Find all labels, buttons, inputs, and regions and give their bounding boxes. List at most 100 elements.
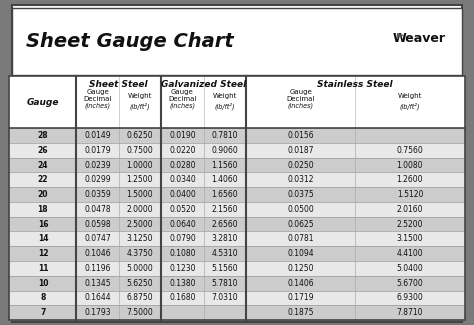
Bar — [9, 158, 465, 172]
Text: 7.0310: 7.0310 — [211, 293, 238, 303]
Bar — [9, 217, 465, 231]
Text: 1.1560: 1.1560 — [212, 161, 238, 170]
Text: 0.1793: 0.1793 — [84, 308, 111, 317]
Text: 0.0375: 0.0375 — [287, 190, 314, 199]
Text: 0.0500: 0.0500 — [287, 205, 314, 214]
Text: 22: 22 — [37, 175, 48, 184]
Text: Gauge
Decimal: Gauge Decimal — [83, 89, 112, 102]
Text: 2.5000: 2.5000 — [127, 220, 153, 228]
Text: 5.7810: 5.7810 — [212, 279, 238, 288]
Text: 0.1046: 0.1046 — [84, 249, 111, 258]
Text: 6.8750: 6.8750 — [127, 293, 153, 303]
Text: 0.0625: 0.0625 — [287, 220, 314, 228]
Text: 0.7500: 0.7500 — [127, 146, 153, 155]
Text: 2.0000: 2.0000 — [127, 205, 153, 214]
Text: Weight: Weight — [213, 93, 237, 98]
Text: 0.0190: 0.0190 — [169, 131, 196, 140]
Text: 0.9060: 0.9060 — [211, 146, 238, 155]
Text: 0.1230: 0.1230 — [169, 264, 196, 273]
Text: 2.6560: 2.6560 — [211, 220, 238, 228]
Text: 26: 26 — [37, 146, 48, 155]
Text: 0.1380: 0.1380 — [169, 279, 196, 288]
Text: Gauge: Gauge — [27, 98, 59, 107]
Text: 0.0478: 0.0478 — [84, 205, 111, 214]
Text: (lb/ft²): (lb/ft²) — [129, 102, 150, 110]
Text: 0.0156: 0.0156 — [287, 131, 314, 140]
Text: 3.1500: 3.1500 — [397, 234, 423, 243]
Text: 0.1345: 0.1345 — [84, 279, 111, 288]
Text: 0.7810: 0.7810 — [212, 131, 238, 140]
Text: 2.1560: 2.1560 — [212, 205, 238, 214]
Text: 0.1094: 0.1094 — [287, 249, 314, 258]
Text: 1.2600: 1.2600 — [397, 175, 423, 184]
Text: 3.1250: 3.1250 — [127, 234, 153, 243]
Text: 5.1560: 5.1560 — [211, 264, 238, 273]
Text: 4.5310: 4.5310 — [211, 249, 238, 258]
Bar — [9, 76, 465, 320]
Text: 0.0790: 0.0790 — [169, 234, 196, 243]
Text: 7: 7 — [40, 308, 46, 317]
Text: Weight: Weight — [128, 93, 152, 98]
Bar — [12, 8, 462, 75]
Text: Weight: Weight — [398, 93, 422, 98]
Text: Weaver: Weaver — [392, 32, 446, 45]
Text: 0.0312: 0.0312 — [287, 175, 314, 184]
Text: 0.0280: 0.0280 — [169, 161, 196, 170]
Text: 0.0250: 0.0250 — [287, 161, 314, 170]
Text: 16: 16 — [37, 220, 48, 228]
Bar — [9, 187, 465, 202]
Text: 0.1644: 0.1644 — [84, 293, 111, 303]
Text: 1.0000: 1.0000 — [127, 161, 153, 170]
Bar — [9, 76, 465, 128]
Text: 0.0179: 0.0179 — [84, 146, 111, 155]
Text: ►: ► — [397, 29, 404, 39]
Text: 0.0640: 0.0640 — [169, 220, 196, 228]
Text: 11: 11 — [37, 264, 48, 273]
Text: 7.8710: 7.8710 — [397, 308, 423, 317]
Text: 0.0187: 0.0187 — [287, 146, 314, 155]
Text: 0.0149: 0.0149 — [84, 131, 111, 140]
Text: 10: 10 — [37, 279, 48, 288]
Bar — [9, 128, 465, 143]
Text: 8: 8 — [40, 293, 46, 303]
Text: Gauge
Decimal: Gauge Decimal — [286, 89, 315, 102]
Bar — [9, 172, 465, 187]
Text: 12: 12 — [37, 249, 48, 258]
Text: 0.0220: 0.0220 — [169, 146, 196, 155]
Text: (inches): (inches) — [288, 103, 314, 109]
Text: 0.1719: 0.1719 — [287, 293, 314, 303]
Text: 0.0520: 0.0520 — [169, 205, 196, 214]
Text: 0.0598: 0.0598 — [84, 220, 111, 228]
Bar — [9, 261, 465, 276]
Text: 0.1680: 0.1680 — [169, 293, 196, 303]
Text: Galvanized Steel: Galvanized Steel — [161, 80, 246, 89]
Text: 0.0400: 0.0400 — [169, 190, 196, 199]
Text: 1.6560: 1.6560 — [211, 190, 238, 199]
Bar — [9, 143, 465, 158]
Text: 0.0340: 0.0340 — [169, 175, 196, 184]
Text: 0.1250: 0.1250 — [287, 264, 314, 273]
Text: Gauge
Decimal: Gauge Decimal — [168, 89, 197, 102]
Text: (lb/ft²): (lb/ft²) — [215, 102, 235, 110]
Text: 0.1875: 0.1875 — [287, 308, 314, 317]
Text: 1.2500: 1.2500 — [127, 175, 153, 184]
Text: 0.1080: 0.1080 — [169, 249, 196, 258]
Text: 1.5000: 1.5000 — [127, 190, 153, 199]
Text: (inches): (inches) — [169, 103, 195, 109]
Bar — [9, 291, 465, 306]
Text: 2.5200: 2.5200 — [397, 220, 423, 228]
Bar — [9, 202, 465, 217]
Text: 3.2810: 3.2810 — [212, 234, 238, 243]
Text: 0.6250: 0.6250 — [127, 131, 153, 140]
Bar — [9, 306, 465, 320]
Text: 5.0400: 5.0400 — [397, 264, 423, 273]
Text: 14: 14 — [37, 234, 48, 243]
Text: 4.4100: 4.4100 — [397, 249, 423, 258]
Text: 0.0299: 0.0299 — [84, 175, 111, 184]
Text: 0.0239: 0.0239 — [84, 161, 111, 170]
Text: 5.6700: 5.6700 — [397, 279, 423, 288]
Text: 1.0080: 1.0080 — [397, 161, 423, 170]
Text: 4.3750: 4.3750 — [127, 249, 153, 258]
Text: Sheet Gauge Chart: Sheet Gauge Chart — [26, 32, 234, 51]
Bar — [9, 246, 465, 261]
